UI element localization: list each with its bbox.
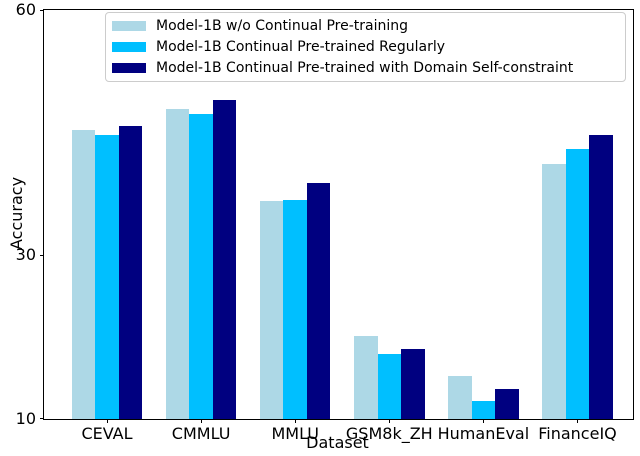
x-tick-mark [577,419,578,423]
bar-series-3-financeiq [589,135,613,419]
bar-series-1-cmmlu [165,108,190,419]
legend-swatch [112,21,146,32]
legend-swatch [112,41,146,52]
x-tick-label: HumanEval [437,424,530,443]
bar-series-2-humaneval [471,401,496,419]
bar-series-1-ceval [71,130,96,419]
x-tick-mark [388,419,390,423]
y-axis-label: Accuracy [7,176,26,251]
bar-series-3-gsm8k_zh [401,349,425,419]
x-tick-label: CMMLU [171,424,231,443]
x-axis-label: Dataset [306,433,369,452]
bar-series-1-gsm8k_zh [354,335,378,419]
legend-item: Model-1B Continual Pre-trained with Doma… [106,61,625,75]
bar-series-3-mmlu [306,182,331,419]
bar-series-3-ceval [118,126,143,419]
legend-label: Model-1B Continual Pre-trained with Doma… [156,59,574,76]
y-tick-mark [40,254,44,256]
y-tick-label: 60 [15,0,36,19]
x-tick-label: GSM8k_ZH [345,424,433,443]
x-tick-label: FinanceIQ [538,424,617,443]
bar-series-1-mmlu [259,201,284,419]
y-tick-label: 30 [15,245,36,265]
legend-label: Model-1B w/o Continual Pre-training [156,18,409,35]
legend-item: Model-1B w/o Continual Pre-training [106,19,625,33]
x-tick-mark [294,419,296,423]
legend-label: Model-1B Continual Pre-trained Regularly [156,38,446,55]
y-tick-mark [40,10,44,11]
x-tick-mark [200,419,202,423]
bar-series-2-ceval [95,135,119,419]
legend-swatch [112,62,146,73]
bar-series-3-humaneval [495,388,519,419]
bar-series-2-gsm8k_zh [377,353,402,419]
bar-series-2-cmmlu [189,113,213,419]
x-tick-label: CEVAL [81,424,133,443]
bar-series-2-mmlu [283,199,307,419]
bar-series-1-financeiq [542,163,566,419]
x-tick-mark [482,419,484,423]
y-tick-mark [40,418,44,419]
bar-series-3-cmmlu [212,99,237,419]
bar-series-2-financeiq [565,149,590,419]
plot-area: Model-1B w/o Continual Pre-training Model… [16,2,634,442]
legend-item: Model-1B Continual Pre-trained Regularly [106,40,625,54]
x-tick-mark [106,419,108,423]
bar-series-1-humaneval [448,375,472,419]
x-tick-label: MMLU [271,424,319,443]
legend: Model-1B w/o Continual Pre-training Model… [105,12,626,82]
y-tick-label: 10 [15,409,36,428]
